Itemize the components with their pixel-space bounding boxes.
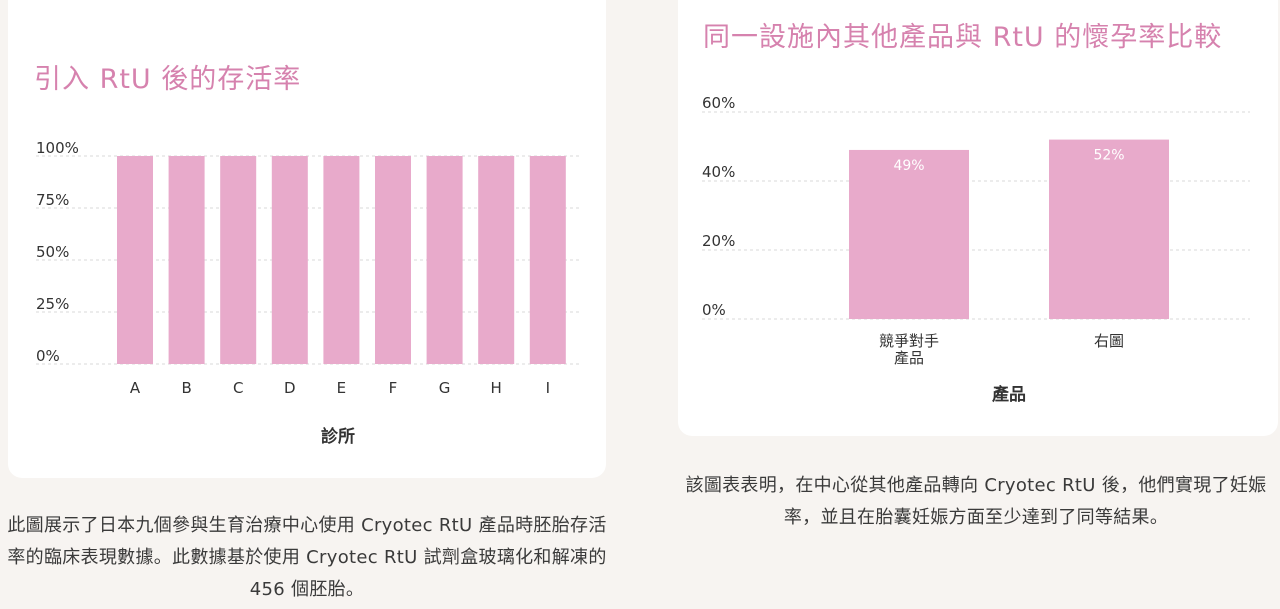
survival-x-tick-label: A [130,379,141,397]
survival-bar [426,156,463,364]
survival-x-tick-label: D [284,379,296,397]
survival-bar [220,156,257,364]
pregnancy-chart-title: 同一設施內其他產品與 RtU 的懷孕率比較 [703,22,1223,53]
survival-chart-caption: 此圖展示了日本九個參與生育治療中心使用 Cryotec RtU 產品時胚胎存活率… [7,515,607,600]
survival-x-tick-label: H [491,379,502,397]
survival-x-tick-label: C [233,379,243,397]
pregnancy-bar [849,149,969,319]
survival-bar [375,156,411,364]
pregnancy-x-tick-label: 產品 [894,349,924,367]
survival-bar [323,156,360,364]
survival-bar [271,156,308,364]
pregnancy-x-tick-label: 競爭對手 [879,332,939,350]
pregnancy-data-label: 52% [1093,148,1124,164]
survival-chart-title: 引入 RtU 後的存活率 [34,64,302,95]
survival-bar [478,156,515,364]
survival-x-tick-label: B [181,379,191,397]
pregnancy-y-tick-label: 60% [702,94,735,112]
survival-x-tick-label: F [389,379,398,397]
survival-y-tick-label: 0% [36,347,60,365]
survival-y-tick-label: 50% [36,243,69,261]
pregnancy-data-label: 49% [893,158,924,174]
survival-y-tick-label: 25% [36,295,69,313]
survival-x-tick-label: I [546,379,550,397]
survival-x-tick-label: G [439,379,451,397]
survival-bar [529,156,566,364]
survival-x-axis-label: 診所 [321,426,355,447]
pregnancy-y-tick-label: 20% [702,232,735,250]
pregnancy-bar [1049,139,1169,319]
pregnancy-y-tick-label: 0% [702,301,726,319]
survival-y-tick-label: 75% [36,191,69,209]
right-chart-card [678,0,1278,436]
survival-y-tick-label: 100% [36,139,79,157]
survival-bar [117,156,153,364]
pregnancy-chart-caption: 該圖表表明，在中心從其他產品轉向 Cryotec RtU 後，他們實現了妊娠率，… [685,475,1267,528]
pregnancy-y-tick-label: 40% [702,163,735,181]
survival-bar [168,156,205,364]
pregnancy-x-axis-label: 產品 [992,384,1026,405]
survival-x-tick-label: E [337,379,346,397]
pregnancy-x-tick-label: 右圖 [1094,332,1124,350]
